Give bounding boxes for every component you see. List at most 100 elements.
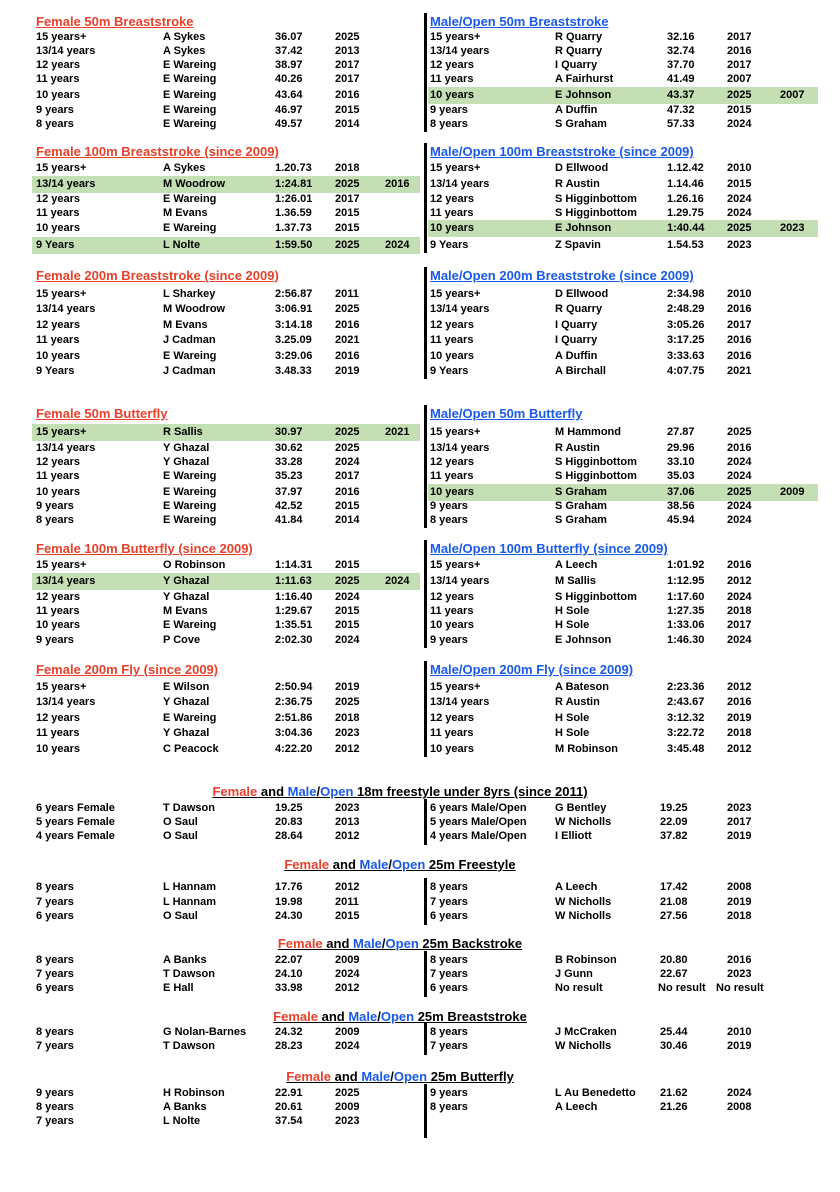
record-age: 12 years	[36, 193, 81, 205]
record-age: 10 years	[430, 619, 475, 631]
record-name: E Johnson	[555, 634, 612, 646]
record-year: 2016	[335, 319, 360, 331]
record-age: 12 years	[36, 59, 81, 71]
record-name: E Johnson	[555, 222, 612, 234]
record-name: R Sallis	[163, 426, 203, 438]
record-time: 24.30	[275, 910, 303, 922]
record-time: 32.16	[667, 31, 695, 43]
record-name: M Woodrow	[163, 178, 226, 190]
record-age: 5 years Female	[36, 816, 115, 828]
title-part-female: Female	[284, 857, 330, 872]
record-time: 38.97	[275, 59, 303, 71]
record-year: 2017	[335, 73, 360, 85]
record-age: 10 years	[430, 743, 475, 755]
record-name: Y Ghazal	[163, 591, 210, 603]
record-time: 43.64	[275, 89, 303, 101]
record-name: E Wareing	[163, 470, 217, 482]
combined-section-title: Female and Male/Open 25m Butterfly	[0, 1069, 800, 1085]
title-part-male: Male	[353, 936, 382, 951]
record-time: 37.42	[275, 45, 303, 57]
record-age: 9 years	[36, 1087, 74, 1099]
record-year: 2012	[335, 830, 360, 842]
record-time: 33.10	[667, 456, 695, 468]
record-name: C Peacock	[163, 743, 219, 755]
record-time: 37.82	[660, 830, 688, 842]
record-year: 2017	[335, 193, 360, 205]
record-name: H Robinson	[163, 1087, 225, 1099]
record-year: 2017	[727, 31, 752, 43]
record-year: 2015	[335, 500, 360, 512]
record-year: 2023	[727, 239, 752, 251]
record-name: S Graham	[555, 500, 607, 512]
column-divider	[424, 661, 427, 757]
female-highlight-row-bg	[32, 176, 420, 193]
record-name: S Higginbottom	[555, 193, 637, 205]
record-year: 2016	[727, 442, 752, 454]
title-part-male: Male	[287, 784, 317, 799]
record-time: 1:14.31	[275, 559, 313, 571]
record-time: 35.03	[667, 470, 695, 482]
record-year: 2016	[727, 954, 752, 966]
record-name: L Hannam	[163, 896, 216, 908]
record-age: 15 years+	[36, 559, 87, 571]
record-year: 2015	[335, 910, 360, 922]
record-time: 24.32	[275, 1026, 303, 1038]
record-age: 15 years+	[36, 162, 87, 174]
record-name: E Hall	[163, 982, 194, 994]
record-time: 37.06	[667, 486, 695, 498]
record-time: 21.26	[660, 1101, 688, 1113]
record-name: R Austin	[555, 178, 600, 190]
record-name: A Leech	[555, 881, 598, 893]
record-age: 9 years	[430, 634, 468, 646]
record-time: 1:40.44	[667, 222, 705, 234]
record-year: 2016	[335, 486, 360, 498]
record-time: 19.98	[275, 896, 303, 908]
record-time: 1:24.81	[275, 178, 313, 190]
record-year: 2024	[335, 968, 360, 980]
record-year: 2019	[727, 1040, 752, 1052]
male-highlight-row-bg	[428, 87, 818, 104]
record-time: 25.44	[660, 1026, 688, 1038]
record-year: 2019	[727, 896, 752, 908]
record-time: 19.25	[275, 802, 303, 814]
record-age: 8 years	[36, 954, 74, 966]
record-year: 2024	[335, 456, 360, 468]
record-time: 3.25.09	[275, 334, 312, 346]
record-age: 7 years	[36, 1115, 74, 1127]
record-time: 3:22.72	[667, 727, 705, 739]
record-age: 11 years	[36, 605, 80, 617]
record-time: 21.62	[660, 1087, 688, 1099]
record-name: I Elliott	[555, 830, 592, 842]
title-part-open: Open	[385, 936, 419, 951]
record-year: 2010	[727, 1026, 752, 1038]
record-time: 20.83	[275, 816, 303, 828]
record-age: 11 years	[430, 207, 474, 219]
record-age: 9 years	[36, 104, 74, 116]
record-time: 2:23.36	[667, 681, 705, 693]
record-time: 3:05.26	[667, 319, 705, 331]
record-year: 2025	[335, 442, 360, 454]
record-time: 38.56	[667, 500, 695, 512]
record-age: 11 years	[430, 727, 474, 739]
record-name: T Dawson	[163, 1040, 215, 1052]
record-age: 12 years	[430, 591, 475, 603]
record-age: 12 years	[36, 319, 81, 331]
record-time: No result	[658, 982, 706, 994]
record-year: 2025	[335, 303, 360, 315]
record-year: 2023	[335, 802, 360, 814]
record-time: 3:04.36	[275, 727, 313, 739]
record-year: 2025	[335, 575, 360, 587]
record-prev: 2016	[385, 178, 410, 190]
record-year: 2025	[335, 1087, 360, 1099]
record-name: A Birchall	[555, 365, 606, 377]
record-name: B Robinson	[555, 954, 617, 966]
record-time: 3:29.06	[275, 350, 313, 362]
record-time: 57.33	[667, 118, 695, 130]
record-age: 10 years	[430, 222, 475, 234]
record-time: 22.09	[660, 816, 688, 828]
column-divider	[424, 1084, 427, 1138]
record-age: 8 years	[36, 1026, 74, 1038]
male-highlight-row-bg	[428, 220, 818, 237]
column-divider	[424, 405, 427, 528]
record-year: 2025	[335, 426, 360, 438]
